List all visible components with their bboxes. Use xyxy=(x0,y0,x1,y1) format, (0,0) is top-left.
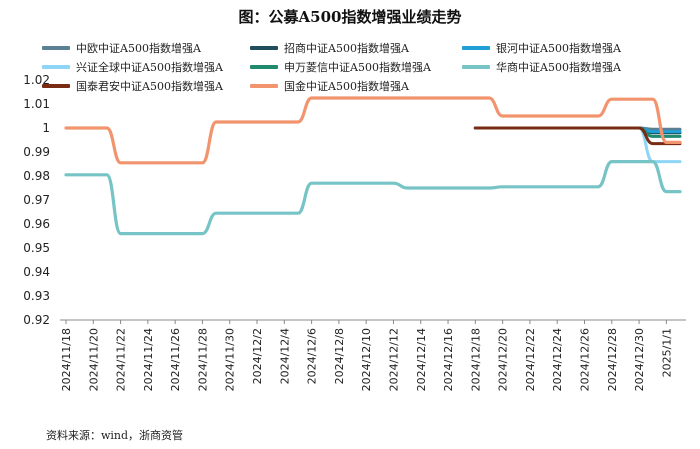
y-tick-label: 0.97 xyxy=(23,193,50,207)
legend-item: 国泰君安中证A500指数增强A xyxy=(42,78,223,94)
legend-swatch xyxy=(250,84,278,88)
legend-label: 华商中证A500指数增强A xyxy=(496,61,621,74)
legend-swatch xyxy=(462,65,490,69)
legend-item: 招商中证A500指数增强A xyxy=(250,40,409,56)
legend-swatch xyxy=(462,46,490,50)
y-tick-label: 0.93 xyxy=(23,289,50,303)
y-tick-label: 1.01 xyxy=(23,97,50,111)
legend-swatch xyxy=(250,46,278,50)
x-tick-label: 2024/11/22 xyxy=(115,328,128,391)
legend-label: 国泰君安中证A500指数增强A xyxy=(76,80,223,93)
x-tick-label: 2024/12/28 xyxy=(606,328,619,391)
y-tick-label: 1.02 xyxy=(23,73,50,87)
x-tick-label: 2024/12/2 xyxy=(251,328,264,384)
x-tick-label: 2024/12/24 xyxy=(551,328,564,391)
source-note: 资料来源：wind，浙商资管 xyxy=(46,429,184,442)
legend-item: 国金中证A500指数增强A xyxy=(250,78,409,94)
y-tick-label: 1 xyxy=(42,121,50,135)
series-line-7 xyxy=(473,126,682,146)
x-tick-label: 2024/11/28 xyxy=(196,328,209,391)
legend-label: 申万菱信中证A500指数增强A xyxy=(284,61,431,74)
legend-swatch xyxy=(42,65,70,69)
x-tick-label: 2024/12/4 xyxy=(278,328,291,384)
x-tick-label: 2024/12/8 xyxy=(333,328,346,384)
y-tick-label: 0.94 xyxy=(23,265,50,279)
legend-item: 兴证全球中证A500指数增强A xyxy=(42,59,223,75)
x-tick-label: 2024/12/22 xyxy=(524,328,537,391)
series-line-8 xyxy=(64,96,682,165)
series-line-6 xyxy=(64,159,682,236)
y-tick-label: 0.92 xyxy=(23,313,50,327)
x-tick-label: 2024/12/16 xyxy=(442,328,455,391)
legend-item: 银河中证A500指数增强A xyxy=(462,40,621,56)
legend-item: 申万菱信中证A500指数增强A xyxy=(250,59,431,75)
y-tick-label: 0.98 xyxy=(23,169,50,183)
x-tick-label: 2024/12/18 xyxy=(469,328,482,391)
legend-label: 招商中证A500指数增强A xyxy=(284,42,409,55)
legend-swatch xyxy=(42,84,70,88)
x-tick-label: 2024/12/6 xyxy=(306,328,319,384)
x-tick-label: 2024/11/26 xyxy=(169,328,182,391)
x-tick-label: 2024/12/26 xyxy=(578,328,591,391)
legend-item: 中欧中证A500指数增强A xyxy=(42,40,201,56)
legend-item: 华商中证A500指数增强A xyxy=(462,59,621,75)
legend-label: 中欧中证A500指数增强A xyxy=(76,42,201,55)
legend-swatch xyxy=(42,46,70,50)
legend-label: 兴证全球中证A500指数增强A xyxy=(76,61,223,74)
y-tick-label: 0.96 xyxy=(23,217,50,231)
x-tick-label: 2025/1/1 xyxy=(660,328,673,377)
x-tick-label: 2024/12/10 xyxy=(360,328,373,391)
x-tick-label: 2024/12/12 xyxy=(387,328,400,391)
x-tick-label: 2024/12/20 xyxy=(497,328,510,391)
chart-title: 图：公募A500指数增强业绩走势 xyxy=(238,8,462,26)
legend-label: 国金中证A500指数增强A xyxy=(284,80,409,93)
x-tick-label: 2024/12/30 xyxy=(633,328,646,391)
x-tick-label: 2024/11/18 xyxy=(60,328,73,391)
legend-swatch xyxy=(250,65,278,69)
x-tick-label: 2024/11/24 xyxy=(142,328,155,391)
x-tick-label: 2024/11/20 xyxy=(87,328,100,391)
legend-label: 银河中证A500指数增强A xyxy=(496,42,621,55)
y-tick-label: 0.95 xyxy=(23,241,50,255)
x-tick-label: 2024/12/14 xyxy=(415,328,428,391)
y-tick-label: 0.99 xyxy=(23,145,50,159)
x-tick-label: 2024/11/30 xyxy=(224,328,237,391)
